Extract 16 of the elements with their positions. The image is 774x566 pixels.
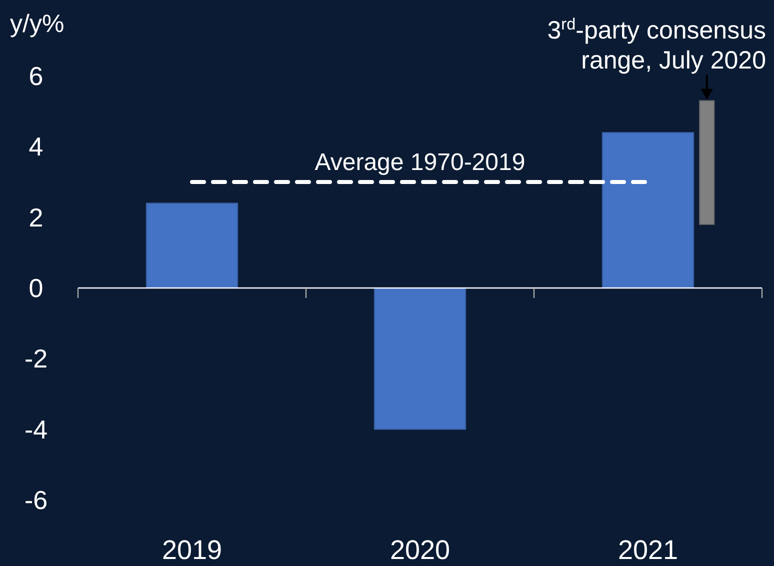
y-tick-label: 2	[28, 202, 44, 232]
x-tick-label: 2021	[618, 535, 678, 565]
bar	[146, 202, 238, 288]
ref-line-label: Average 1970-2019	[314, 149, 526, 176]
bar	[602, 132, 694, 288]
y-tick-label: -6	[24, 485, 48, 515]
x-tick-label: 2019	[162, 535, 222, 565]
bar	[374, 288, 466, 430]
y-tick-label: -2	[24, 344, 48, 374]
y-tick-label: 4	[28, 132, 44, 162]
x-tick-label: 2020	[390, 535, 450, 565]
y-tick-label: 0	[28, 273, 44, 303]
y-axis-title: y/y%	[10, 10, 64, 38]
text: 3$^{rd}$-party consensus range, July 2020	[547, 16, 766, 75]
y-tick-label: 6	[28, 61, 44, 91]
y-tick-label: -4	[24, 414, 48, 444]
